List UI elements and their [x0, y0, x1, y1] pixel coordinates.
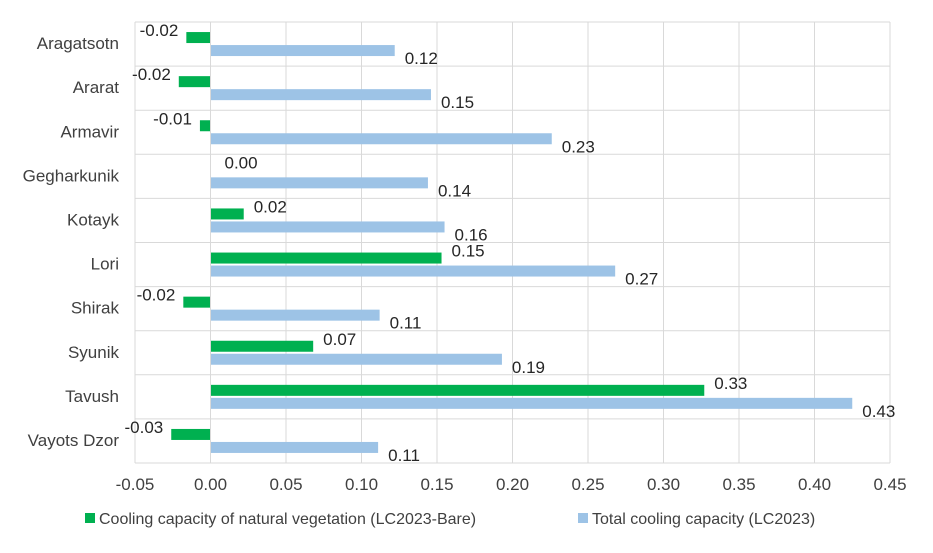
category-label: Kotayk — [67, 210, 119, 229]
bar-total-cooling — [210, 45, 395, 57]
data-label: 0.12 — [405, 49, 438, 68]
category-label: Shirak — [71, 299, 120, 318]
legend-label: Cooling capacity of natural vegetation (… — [99, 511, 476, 528]
data-label: 0.00 — [225, 153, 258, 172]
bar-total-cooling — [210, 441, 379, 453]
data-label: -0.02 — [137, 286, 176, 305]
data-label: 0.15 — [452, 242, 485, 261]
x-tick-label: 0.35 — [722, 475, 755, 494]
bar-total-cooling — [210, 309, 380, 321]
data-label: 0.02 — [254, 197, 287, 216]
data-label: 0.07 — [323, 330, 356, 349]
x-tick-label: 0.00 — [194, 475, 227, 494]
category-label: Aragatsotn — [37, 34, 119, 53]
bar-total-cooling — [210, 221, 445, 233]
data-label: -0.03 — [124, 418, 163, 437]
data-label: 0.23 — [562, 137, 595, 156]
category-label: Vayots Dzor — [28, 431, 120, 450]
category-label: Lori — [91, 255, 119, 274]
x-tick-label: 0.30 — [647, 475, 680, 494]
x-tick-label: 0.45 — [873, 475, 906, 494]
bar-natural-vegetation — [210, 384, 705, 396]
x-tick-label: 0.20 — [496, 475, 529, 494]
bar-total-cooling — [210, 177, 428, 189]
x-tick-label: 0.10 — [345, 475, 378, 494]
bar-total-cooling — [210, 89, 431, 101]
bar-natural-vegetation — [171, 428, 211, 440]
data-label: 0.11 — [390, 314, 422, 333]
data-label: 0.43 — [862, 402, 895, 421]
bar-natural-vegetation — [178, 76, 211, 88]
category-label: Armavir — [60, 122, 119, 141]
data-label: 0.11 — [388, 446, 420, 465]
bar-natural-vegetation — [210, 252, 442, 264]
data-label: 0.16 — [455, 225, 488, 244]
bar-total-cooling — [210, 133, 552, 145]
legend-swatch-natural-vegetation — [85, 513, 95, 523]
x-tick-label: 0.05 — [269, 475, 302, 494]
legend-label: Total cooling capacity (LC2023) — [592, 511, 815, 528]
x-tick-label: -0.05 — [116, 475, 155, 494]
x-tick-label: 0.15 — [420, 475, 453, 494]
bar-natural-vegetation — [183, 296, 211, 308]
bar-total-cooling — [210, 397, 853, 409]
bar-total-cooling — [210, 265, 616, 277]
data-label: 0.15 — [441, 93, 474, 112]
bar-natural-vegetation — [199, 120, 211, 132]
data-label: 0.33 — [714, 374, 747, 393]
x-tick-label: 0.40 — [798, 475, 831, 494]
data-label: 0.27 — [625, 270, 658, 289]
data-label: 0.14 — [438, 181, 471, 200]
bar-natural-vegetation — [186, 32, 211, 44]
x-tick-label: 0.25 — [571, 475, 604, 494]
category-label: Ararat — [73, 78, 120, 97]
category-label: Syunik — [68, 343, 120, 362]
data-label: -0.02 — [132, 65, 171, 84]
data-label: 0.19 — [512, 358, 545, 377]
data-label: -0.02 — [140, 21, 179, 40]
data-label: -0.01 — [153, 109, 192, 128]
legend-swatch-total-cooling — [578, 513, 588, 523]
bar-natural-vegetation — [210, 340, 314, 352]
category-label: Gegharkunik — [23, 166, 120, 185]
bar-natural-vegetation — [210, 208, 244, 220]
bar-total-cooling — [210, 353, 502, 365]
category-label: Tavush — [65, 387, 119, 406]
